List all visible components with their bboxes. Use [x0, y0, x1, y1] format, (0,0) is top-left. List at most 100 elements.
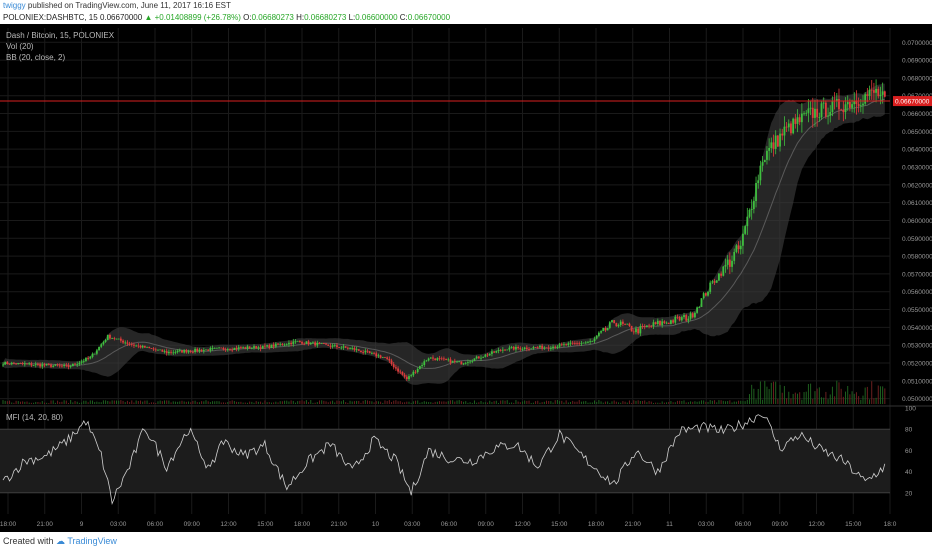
candle-body — [698, 306, 701, 308]
symbol-label[interactable]: POLONIEX:DASHBTC, 15 — [3, 13, 98, 22]
volume-bar — [284, 400, 286, 404]
volume-bar — [476, 402, 478, 404]
time-tick-label: 12:00 — [808, 521, 825, 528]
candle-body — [667, 322, 670, 324]
volume-bar — [96, 401, 98, 404]
candle-body — [768, 147, 771, 151]
candle-body — [464, 362, 467, 364]
candle-body — [85, 358, 87, 361]
volume-bar — [561, 400, 563, 404]
candle-body — [353, 348, 356, 350]
candle-body — [133, 344, 135, 346]
candle-body — [523, 347, 526, 349]
candle-body — [639, 326, 642, 334]
candle-body — [4, 361, 7, 365]
volume-bar — [633, 400, 635, 404]
candle-body — [344, 346, 347, 348]
candle-body — [170, 351, 172, 353]
volume-bar — [816, 388, 818, 404]
candle-body — [877, 88, 880, 97]
volume-bar — [388, 400, 390, 404]
volume-bar — [183, 401, 185, 404]
volume-bar — [700, 400, 702, 404]
volume-bar — [764, 380, 766, 404]
volume-bar — [216, 401, 218, 404]
volume-bar — [406, 401, 408, 404]
volume-bar — [497, 402, 499, 404]
footer: Created with ☁ TradingView — [0, 532, 932, 550]
candle-body — [91, 353, 94, 357]
volume-bar — [535, 401, 537, 404]
candle-body — [216, 347, 218, 349]
candle-body — [122, 340, 124, 343]
candle-body — [30, 363, 33, 366]
candle-body — [294, 341, 297, 343]
candle-body — [240, 347, 242, 349]
volume-bar — [188, 401, 190, 404]
mfi-band-fill — [0, 429, 890, 493]
candle-body — [440, 358, 443, 360]
volume-bar — [738, 400, 740, 404]
volume-bar — [87, 402, 89, 404]
candle-body — [340, 347, 343, 349]
candle-body — [15, 363, 17, 365]
volume-bar — [709, 400, 711, 404]
candle-body — [582, 342, 585, 344]
candle-body — [497, 350, 500, 352]
tradingview-brand[interactable]: TradingView — [67, 536, 117, 546]
candle-body — [357, 349, 360, 351]
candle-body — [726, 259, 729, 265]
candle-body — [761, 162, 764, 166]
volume-bar — [257, 401, 259, 404]
candle-body — [643, 326, 646, 328]
volume-bar — [386, 401, 388, 404]
candle-body — [82, 360, 85, 362]
candle-body — [246, 346, 249, 349]
symbol-bar: POLONIEX:DASHBTC, 15 0.06670000 ▲ +0.014… — [0, 12, 932, 24]
candle-body — [846, 102, 849, 105]
candle-body — [226, 349, 229, 351]
candle-body — [303, 343, 306, 345]
candle-body — [143, 345, 146, 348]
time-tick-label: 15:00 — [845, 521, 862, 528]
candle-body — [408, 376, 410, 380]
candle-body — [314, 342, 317, 346]
volume-bar — [11, 402, 13, 404]
volume-bar — [91, 400, 93, 404]
candle-body — [368, 351, 371, 354]
candle-body — [78, 362, 81, 365]
publisher-username[interactable]: twiggy — [3, 1, 26, 10]
volume-bar — [89, 400, 91, 404]
volume-bar — [556, 400, 558, 404]
volume-bar — [142, 401, 144, 404]
volume-bar — [751, 384, 753, 404]
volume-bar — [122, 400, 124, 404]
volume-bar — [864, 387, 866, 404]
candle-body — [414, 371, 417, 373]
volume-bar — [419, 402, 421, 404]
volume-bar — [724, 401, 726, 404]
volume-bar — [19, 401, 21, 404]
candle-body — [211, 348, 214, 349]
candle-body — [794, 118, 797, 124]
candle-body — [185, 350, 188, 353]
time-tick-label: 18:00 — [0, 521, 17, 528]
volume-bar — [775, 381, 777, 404]
candle-body — [724, 264, 727, 267]
volume-bar — [746, 399, 748, 404]
volume-bar — [799, 392, 801, 404]
candle-body — [848, 102, 851, 108]
volume-bar — [607, 401, 609, 404]
volume-bar — [679, 400, 681, 404]
candle-body — [554, 346, 557, 348]
volume-bar — [454, 401, 456, 404]
volume-bar — [144, 400, 146, 404]
candle-body — [71, 363, 74, 367]
volume-bar — [646, 402, 648, 404]
candle-body — [635, 328, 637, 333]
candle-body — [499, 350, 502, 351]
